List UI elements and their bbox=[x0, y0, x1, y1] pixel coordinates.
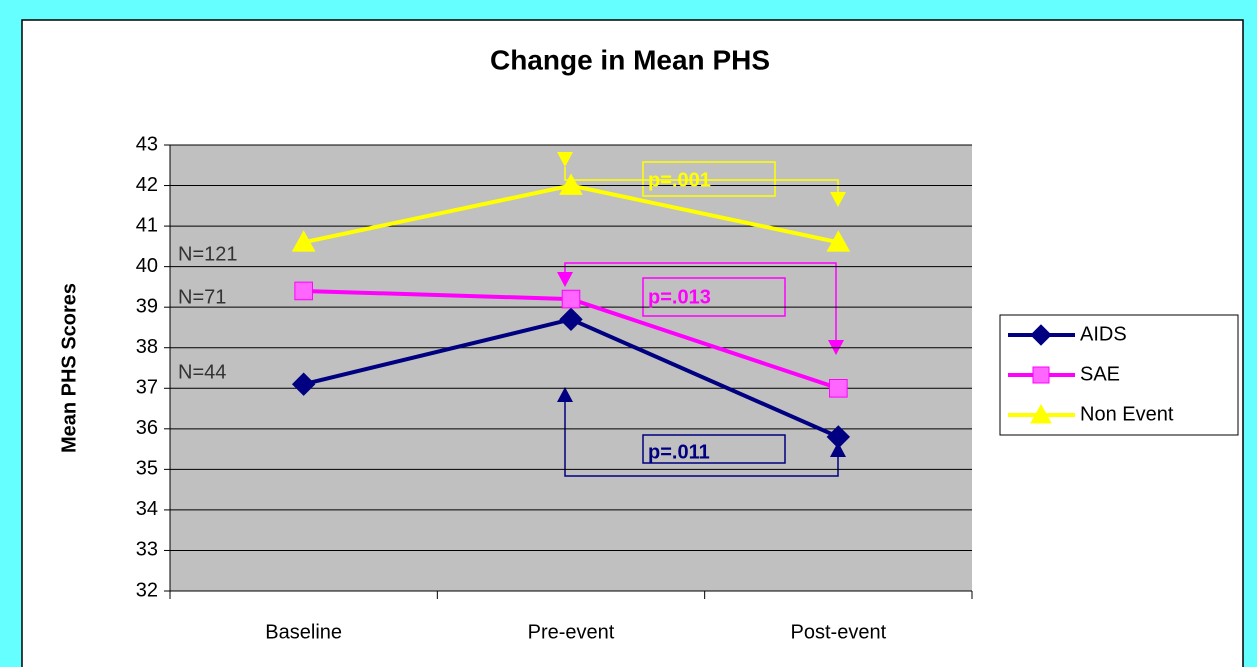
marker bbox=[1032, 366, 1050, 384]
chart-title: Change in Mean PHS bbox=[490, 44, 770, 75]
marker bbox=[291, 372, 316, 396]
annotation: N=44 bbox=[178, 361, 226, 383]
y-tick-label: 33 bbox=[136, 539, 158, 561]
marker bbox=[1030, 324, 1052, 346]
y-tick-label: 39 bbox=[136, 295, 158, 317]
brackets bbox=[557, 152, 846, 477]
annotation: N=121 bbox=[178, 243, 238, 265]
annotation-box bbox=[642, 434, 786, 464]
y-tick-label: 40 bbox=[136, 255, 158, 277]
marker bbox=[826, 230, 851, 252]
legend-label: SAE bbox=[1080, 363, 1120, 385]
annotation: p=.001 bbox=[648, 169, 711, 191]
marker bbox=[826, 425, 851, 449]
annotation: N=71 bbox=[178, 286, 226, 308]
y-tick-label: 41 bbox=[136, 214, 158, 236]
y-tick-label: 42 bbox=[136, 174, 158, 196]
y-tick-label: 32 bbox=[136, 579, 158, 601]
marker bbox=[561, 289, 581, 309]
y-axis-label: Mean PHS Scores bbox=[58, 283, 80, 453]
y-tick-label: 43 bbox=[136, 133, 158, 155]
bracket bbox=[564, 262, 837, 342]
marker bbox=[559, 307, 583, 332]
marker bbox=[291, 230, 316, 252]
x-tick-label: Baseline bbox=[265, 621, 342, 643]
marker bbox=[294, 281, 313, 301]
marker bbox=[1030, 403, 1052, 424]
y-tick-label: 38 bbox=[136, 336, 158, 358]
y-tick-label: 36 bbox=[136, 417, 158, 439]
y-tick-label: 37 bbox=[136, 377, 158, 399]
y-tick-label: 35 bbox=[136, 458, 158, 480]
marker bbox=[559, 173, 583, 195]
legend-label: AIDS bbox=[1080, 323, 1127, 345]
x-tick-label: Post-event bbox=[791, 621, 887, 643]
annotation: p=.011 bbox=[648, 441, 710, 463]
annotation: p=.013 bbox=[648, 286, 711, 308]
bracket bbox=[564, 400, 839, 477]
legend-label: Non Event bbox=[1080, 403, 1174, 425]
plot-area bbox=[170, 145, 972, 591]
bracket bbox=[564, 167, 839, 196]
annotation-box bbox=[642, 277, 786, 317]
marker bbox=[829, 378, 848, 398]
annotation-box bbox=[642, 161, 776, 197]
y-tick-label: 34 bbox=[136, 498, 158, 520]
x-tick-label: Pre-event bbox=[528, 621, 615, 643]
